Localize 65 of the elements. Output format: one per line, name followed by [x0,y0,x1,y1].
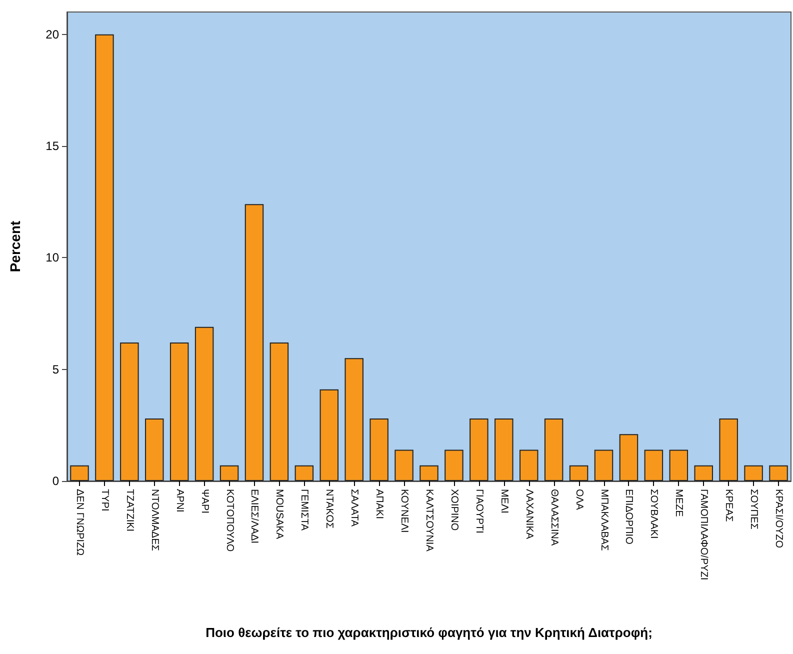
bar [744,465,763,481]
x-tick-label: ΜΕΖΕ [673,489,684,518]
bar [594,450,614,481]
bar [244,204,264,481]
bar [470,418,488,481]
bar [70,465,89,481]
bar [444,450,464,481]
x-tick-label: ΣΑΛΑΤΑ [348,489,360,527]
x-tick-label: ΘΑΛΑΣΣΙΝΑ [548,489,560,546]
x-tick-label: ΣΟΥΠΕΣ [748,489,760,530]
x-tick-label: ΚΡΕΑΣ [723,489,734,522]
bar [170,342,189,481]
x-tick-label: ΕΠΙΔΟΡΠΙΟ [623,489,634,545]
x-tick-label: MOUSAKA [274,489,285,540]
x-tick-label: ΚΑΛΤΣΟΥΝΙΑ [424,489,434,552]
bar [719,418,738,481]
bar [95,34,114,481]
x-tick-label: ΨΑΡΙ [198,489,210,514]
x-tick-label: ΓΕΜΙΣΤΑ [298,489,310,531]
y-tick-label: 0 [52,474,60,488]
bar [320,389,338,481]
bar [394,450,414,481]
bar [120,342,139,481]
x-tick-label: ΚΟΥΝΕΛΙ [398,489,410,533]
bar [145,418,164,481]
bar [370,418,388,481]
x-tick-label: ΓΙΑΟΥΡΤΙ [473,489,484,534]
x-tick-label: ΝΤΟΛΜΑΔΕΣ [148,489,160,551]
y-tick-label: 20 [46,27,60,42]
x-tick-label: ΓΑΜΟΠΙΛΑΦΟ/ΡΥΖΙ [698,489,710,580]
bar [220,465,239,481]
x-tick-label: ΧΟΙΡΙΝΟ [448,489,460,531]
x-tick-label: ΕΛΙΕΣ/ΛΑΔΙ [248,489,260,544]
x-tick-label: ΛΑΧΑΝΙΚΑ [523,489,534,540]
x-tick-label: ΚΟΤΟΠΟΥΛΟ [224,489,235,552]
bar [769,465,788,481]
y-tick-label: 15 [46,139,60,153]
y-tick-label: 10 [46,250,60,265]
x-tick-label: ΤΥΡΙ [98,489,110,512]
bar [569,465,588,481]
bar [694,465,713,481]
x-tick-label: ΔΕΝ ΓΝΩΡΙΖΩ [74,489,85,556]
x-axis-title: Ποιο θεωρείτε το πιο χαρακτηριστικό φαγητό για την Κρητική Διατροφή; [206,625,652,640]
bar [420,465,438,481]
x-tick-label: ΑΠΑΚΙ [374,489,385,520]
x-tick-label: ΟΛΑ [573,489,584,510]
bar [294,465,314,481]
bar [270,342,289,481]
x-tick-label: ΚΡΑΣΙ/ΟΥΖΟ [773,489,784,548]
bar [344,358,364,481]
x-tick-label: ΣΟΥΒΛΑΚΙ [648,489,660,539]
bar [669,450,688,481]
x-tick-label: ΤΖΑΤΖΙΚΙ [124,489,135,532]
bar [619,434,638,481]
x-tick-label: ΜΕΛΙ [498,489,510,514]
y-axis-title: Percent [7,220,23,272]
bar [194,326,214,481]
x-tick-label: ΑΡΝΙ [174,489,185,512]
bar [494,418,514,481]
bar [644,450,664,481]
x-tick-label: ΝΤΑΚΟΣ [324,489,335,529]
x-tick-label: ΜΠΑΚΛΑΒΑΣ [598,489,610,551]
y-tick-label: 5 [52,362,60,376]
bar [544,418,564,481]
bar [520,450,538,481]
